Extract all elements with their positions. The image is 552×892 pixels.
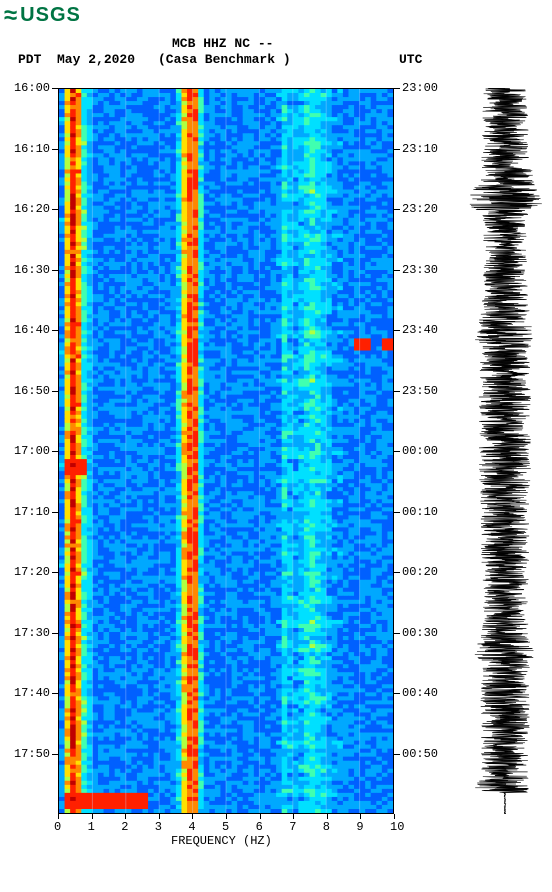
y-right-tick-label: 00:50 [402,747,438,761]
usgs-logo-text: USGS [20,4,81,26]
seismogram-plot [466,88,544,814]
y-right-tick-label: 23:10 [402,142,438,156]
y-right-tick-label: 23:40 [402,323,438,337]
y-right-tick-label: 23:30 [402,263,438,277]
x-tick-label: 10 [390,820,404,834]
y-right-tick-label: 23:20 [402,202,438,216]
x-tick-label: 9 [356,820,363,834]
station-title: MCB HHZ NC -- [172,36,273,51]
x-tick-label: 2 [121,820,128,834]
spectrogram-frame [58,88,394,814]
date-left: PDT May 2,2020 [18,52,135,67]
x-tick-label: 1 [88,820,95,834]
y-left-tick-label: 17:20 [14,565,50,579]
x-tick-label: 0 [54,820,61,834]
y-left-tick-label: 16:00 [14,81,50,95]
x-tick-label: 7 [289,820,296,834]
x-tick-label: 5 [222,820,229,834]
y-left-tick-label: 17:10 [14,505,50,519]
x-tick-label: 8 [323,820,330,834]
y-left-tick-label: 17:00 [14,444,50,458]
y-left-tick-label: 16:30 [14,263,50,277]
y-right-tick-label: 00:40 [402,686,438,700]
y-left-tick-label: 17:40 [14,686,50,700]
y-right-tick-label: 00:20 [402,565,438,579]
y-right-tick-label: 00:00 [402,444,438,458]
y-left-tick-label: 17:50 [14,747,50,761]
x-tick-label: 6 [256,820,263,834]
spectrogram-heatmap [59,89,393,813]
y-left-tick-label: 16:40 [14,323,50,337]
x-tick-label: 4 [188,820,195,834]
x-axis-label: FREQUENCY (HZ) [171,834,272,848]
x-tick-label: 3 [155,820,162,834]
seismogram-waveform [466,88,544,814]
y-right-tick-label: 23:50 [402,384,438,398]
y-left-tick-label: 16:20 [14,202,50,216]
tz-right: UTC [399,52,422,67]
y-right-tick-label: 23:00 [402,81,438,95]
usgs-logo: ≈USGS [4,4,81,27]
spectrogram-plot [58,88,394,814]
site-name: (Casa Benchmark ) [158,52,291,67]
y-right-tick-label: 00:30 [402,626,438,640]
y-left-tick-label: 16:50 [14,384,50,398]
y-left-tick-label: 16:10 [14,142,50,156]
y-left-tick-label: 17:30 [14,626,50,640]
y-right-tick-label: 00:10 [402,505,438,519]
